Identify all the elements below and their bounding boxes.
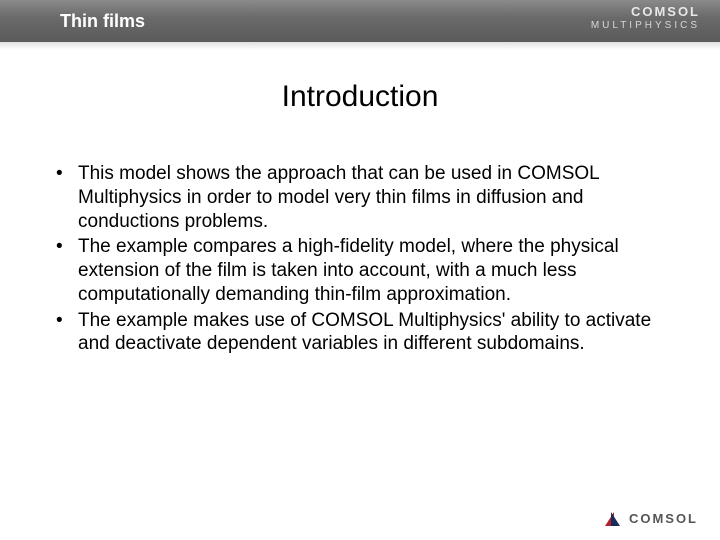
content-area: This model shows the approach that can b…	[0, 162, 720, 356]
footer-logo-mark	[605, 512, 623, 526]
header-title: Thin films	[60, 11, 145, 32]
bullet-item: The example compares a high-fidelity mod…	[50, 235, 670, 306]
slide-title: Introduction	[0, 80, 720, 114]
header-bar: Thin films COMSOL MULTIPHYSICS	[0, 0, 720, 42]
bullet-item: The example makes use of COMSOL Multiphy…	[50, 309, 670, 357]
bullet-list: This model shows the approach that can b…	[50, 162, 670, 356]
footer-logo: COMSOL	[605, 511, 698, 526]
bullet-item: This model shows the approach that can b…	[50, 162, 670, 233]
header-logo-line2: MULTIPHYSICS	[591, 20, 700, 32]
header-logo: COMSOL MULTIPHYSICS	[591, 4, 700, 32]
header-logo-line1: COMSOL	[591, 4, 700, 20]
footer-brand-text: COMSOL	[629, 511, 698, 526]
